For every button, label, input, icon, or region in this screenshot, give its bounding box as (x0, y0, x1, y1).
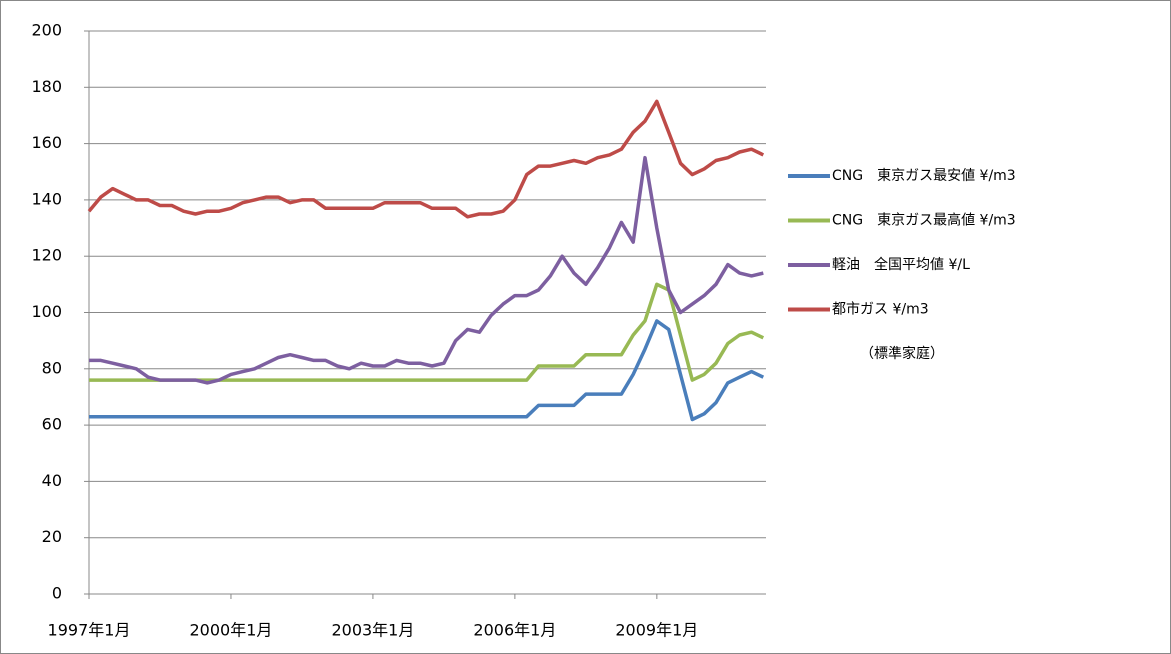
x-tick-label: 2006年1月 (473, 621, 556, 640)
y-tick-label: 160 (31, 133, 62, 152)
y-tick-label: 120 (31, 246, 62, 265)
legend-note: （標準家庭） (860, 345, 944, 362)
y-tick-label: 80 (42, 358, 62, 377)
x-tick-label: 2000年1月 (190, 621, 273, 640)
y-tick-label: 140 (31, 189, 62, 208)
series-line (89, 155, 764, 385)
x-tick-label: 2009年1月 (615, 621, 698, 640)
legend-label: CNG 東京ガス最高値 ¥/m3 (832, 212, 1016, 229)
legend-label: CNG 東京ガス最安値 ¥/m3 (832, 168, 1016, 184)
x-tick-label: 2003年1月 (331, 621, 414, 640)
y-tick-label: 0 (52, 584, 62, 603)
series-line (87, 99, 765, 219)
y-tick-label: 40 (42, 471, 62, 490)
y-tick-label: 100 (31, 302, 62, 321)
series-line (89, 319, 765, 422)
y-tick-label: 20 (42, 527, 62, 546)
x-tick-label: 1997年1月 (48, 621, 131, 640)
y-tick-label: 60 (42, 415, 62, 434)
y-tick-label: 200 (31, 21, 62, 40)
legend-label: 軽油 全国平均値 ¥/L (832, 256, 970, 273)
y-tick-label: 180 (31, 77, 62, 96)
legend-label: 都市ガス ¥/m3 (832, 301, 929, 318)
